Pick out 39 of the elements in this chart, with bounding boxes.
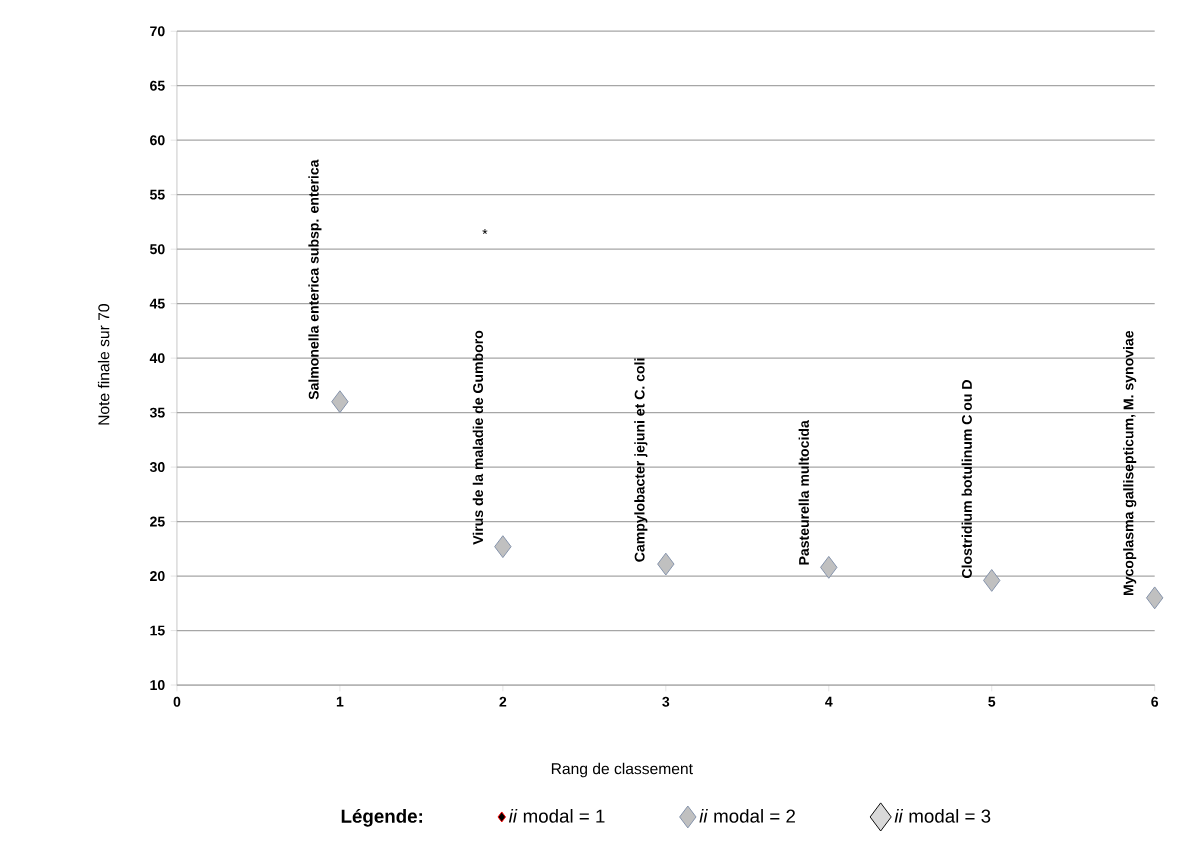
y-tick-label: 25 bbox=[150, 516, 165, 527]
annotation: Mycoplasma gallisepticum, M. synoviae bbox=[1123, 330, 1137, 596]
x-tick-label: 1 bbox=[336, 696, 344, 707]
y-tick-label: 40 bbox=[149, 353, 165, 364]
annotation: Virus de la maladie de Gumboro bbox=[472, 330, 484, 545]
annotation: Campylobacter jejuni et C. coli bbox=[634, 358, 648, 562]
y-tick-label: 55 bbox=[150, 189, 165, 200]
legend-label: ii modal = 3 bbox=[894, 809, 991, 823]
annotation: Clostridium botulinum C ou D bbox=[961, 380, 972, 578]
x-tick-label: 4 bbox=[825, 696, 833, 707]
y-tick-label: 65 bbox=[150, 80, 165, 91]
point bbox=[1146, 586, 1164, 610]
y-axis-title: Note finale sur 70 bbox=[97, 304, 110, 425]
point bbox=[657, 552, 675, 576]
y-tick-label: 35 bbox=[149, 407, 165, 418]
point bbox=[494, 535, 512, 559]
x-tick-label: 5 bbox=[988, 696, 996, 707]
point bbox=[983, 569, 1001, 592]
x-tick-label: 3 bbox=[662, 696, 670, 707]
x-axis-title: Rang de classement bbox=[551, 762, 693, 778]
annotation: Salmonella enterica subsp. enterica bbox=[308, 159, 322, 400]
point bbox=[331, 390, 349, 414]
annotation: Pasteurella multocida bbox=[798, 420, 809, 565]
x-tick-label: 0 bbox=[173, 696, 181, 707]
y-tick-label: 50 bbox=[150, 244, 165, 255]
legend-label: ii modal = 1 bbox=[508, 809, 605, 823]
y-tick-label: 70 bbox=[150, 26, 165, 37]
y-tick-label: 45 bbox=[149, 298, 165, 309]
legend-label: ii modal = 2 bbox=[699, 809, 795, 823]
y-tick-label: 60 bbox=[150, 135, 165, 146]
point bbox=[820, 555, 838, 579]
y-tick-label: 20 bbox=[150, 571, 165, 582]
y-tick-label: 10 bbox=[150, 680, 165, 691]
y-tick-label: 15 bbox=[150, 625, 165, 636]
annotation: * bbox=[482, 229, 488, 235]
y-tick-label: 30 bbox=[149, 462, 165, 473]
legend-title: Légende: bbox=[341, 808, 423, 827]
x-tick-label: 6 bbox=[1151, 696, 1159, 707]
x-tick-label: 2 bbox=[499, 696, 507, 707]
